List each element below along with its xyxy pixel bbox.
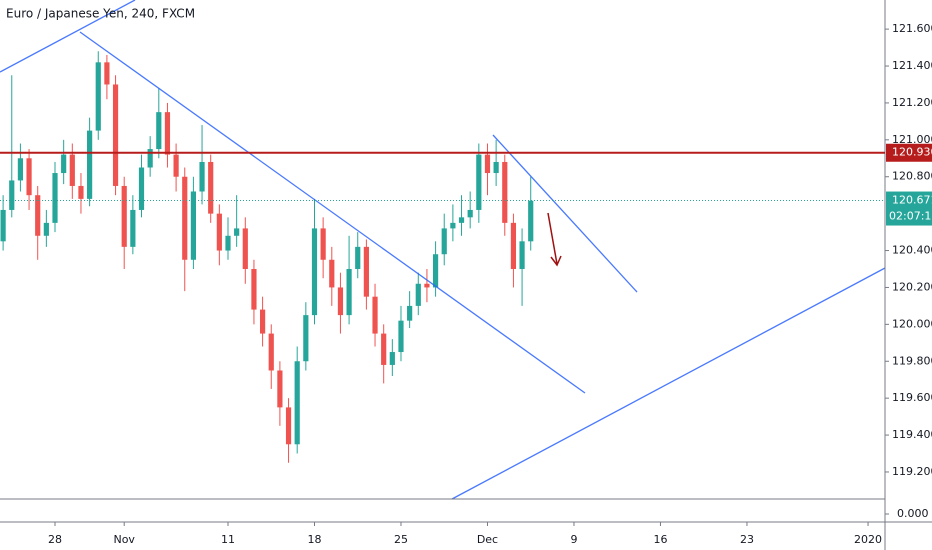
- x-tick-label: 9: [570, 533, 577, 546]
- candle-body: [450, 222, 456, 229]
- candle-body: [17, 158, 24, 181]
- chart-title: Euro / Japanese Yen, 240, FXCM: [6, 7, 195, 21]
- candle-body: [398, 320, 404, 353]
- candle-body: [320, 228, 326, 260]
- candle-body: [52, 173, 58, 223]
- y-tick-label: 119.200: [892, 465, 932, 478]
- candle-body: [493, 161, 499, 174]
- candle-body: [9, 180, 15, 210]
- x-tick-label: 28: [48, 533, 62, 546]
- plot-area: [0, 51, 534, 463]
- candle-body: [208, 161, 214, 214]
- candle-body: [61, 154, 67, 174]
- y-tick-label: 120.200: [892, 280, 932, 293]
- x-tick-label: Dec: [477, 533, 498, 546]
- candle-body: [242, 228, 248, 269]
- candle-body: [26, 158, 32, 196]
- candle-body: [225, 235, 231, 251]
- candle-body: [329, 259, 335, 288]
- candle-body: [87, 130, 93, 199]
- x-tick-label: 18: [307, 533, 321, 546]
- candle-body: [303, 315, 309, 362]
- candle-body: [311, 228, 318, 316]
- candle-body: [519, 241, 525, 269]
- candle-body: [173, 154, 179, 177]
- y-tick-label: 0.000: [897, 507, 929, 520]
- candle-body: [424, 283, 430, 288]
- candle-body: [164, 112, 171, 155]
- candle-body: [355, 246, 361, 269]
- y-tick-label: 119.800: [892, 354, 932, 367]
- candle-body: [484, 154, 491, 174]
- candle-body: [251, 268, 257, 310]
- candle-body: [458, 217, 465, 223]
- trend-line: [451, 267, 886, 500]
- candle-body: [104, 62, 110, 85]
- candle-body: [78, 185, 84, 199]
- candle-body: [234, 228, 240, 236]
- candle-body: [363, 246, 369, 297]
- candle-body: [156, 112, 162, 150]
- x-tick-label: 11: [221, 533, 235, 546]
- candle-body: [432, 254, 439, 288]
- y-tick-label: 119.400: [892, 428, 932, 441]
- candle-body: [285, 407, 292, 445]
- candle-body: [43, 222, 49, 236]
- candle-body: [510, 222, 517, 269]
- candle-body: [69, 154, 75, 186]
- candle-body: [372, 296, 378, 334]
- trend-line: [79, 31, 586, 394]
- last-price-label: 120.671: [892, 194, 932, 207]
- x-tick-label: 23: [740, 533, 754, 546]
- candle-body: [467, 209, 473, 218]
- candle-body: [476, 154, 482, 210]
- candle-body: [130, 209, 136, 247]
- y-tick-label: 121.400: [892, 59, 932, 72]
- x-tick-label: 25: [394, 533, 408, 546]
- candle-body: [528, 200, 534, 242]
- candle-body: [0, 209, 6, 242]
- candle-body: [277, 370, 283, 408]
- candle-body: [147, 149, 153, 168]
- candle-body: [199, 161, 205, 192]
- candle-body: [121, 185, 127, 247]
- candle-body: [415, 283, 421, 306]
- candle-body: [407, 305, 413, 321]
- candle-body: [337, 287, 344, 316]
- candle-body: [346, 268, 352, 316]
- y-tick-label: 121.600: [892, 22, 932, 35]
- candle-body: [259, 309, 266, 334]
- trend-line: [0, 0, 136, 73]
- candle-body: [502, 161, 508, 223]
- candle-body: [268, 333, 274, 371]
- level-label: 120.930: [892, 146, 932, 159]
- candle-body: [190, 191, 196, 260]
- candle-body: [182, 176, 188, 260]
- candle-body: [95, 62, 101, 131]
- candle-body: [294, 361, 300, 445]
- candle-body: [112, 84, 119, 186]
- x-tick-label: 16: [653, 533, 667, 546]
- arrow: [547, 212, 562, 267]
- y-tick-label: 120.000: [892, 317, 932, 330]
- y-tick-label: 121.200: [892, 96, 932, 109]
- x-tick-label: Nov: [113, 533, 135, 546]
- y-tick-label: 120.400: [892, 244, 932, 257]
- candle-body: [441, 228, 447, 255]
- candle-body: [216, 213, 222, 251]
- candle-body: [389, 352, 395, 365]
- candle-body: [381, 333, 387, 365]
- candle-body: [138, 167, 145, 210]
- level-label-box: [886, 143, 932, 162]
- countdown-label: 02:07:10: [889, 210, 932, 223]
- y-tick-label: 120.800: [892, 170, 932, 183]
- x-tick-label: 2020: [854, 533, 882, 546]
- trend-line: [492, 134, 638, 293]
- last-price-box: [886, 191, 932, 226]
- y-tick-label: 119.600: [892, 391, 932, 404]
- y-tick-label: 121.000: [892, 133, 932, 146]
- candle-body: [35, 195, 41, 236]
